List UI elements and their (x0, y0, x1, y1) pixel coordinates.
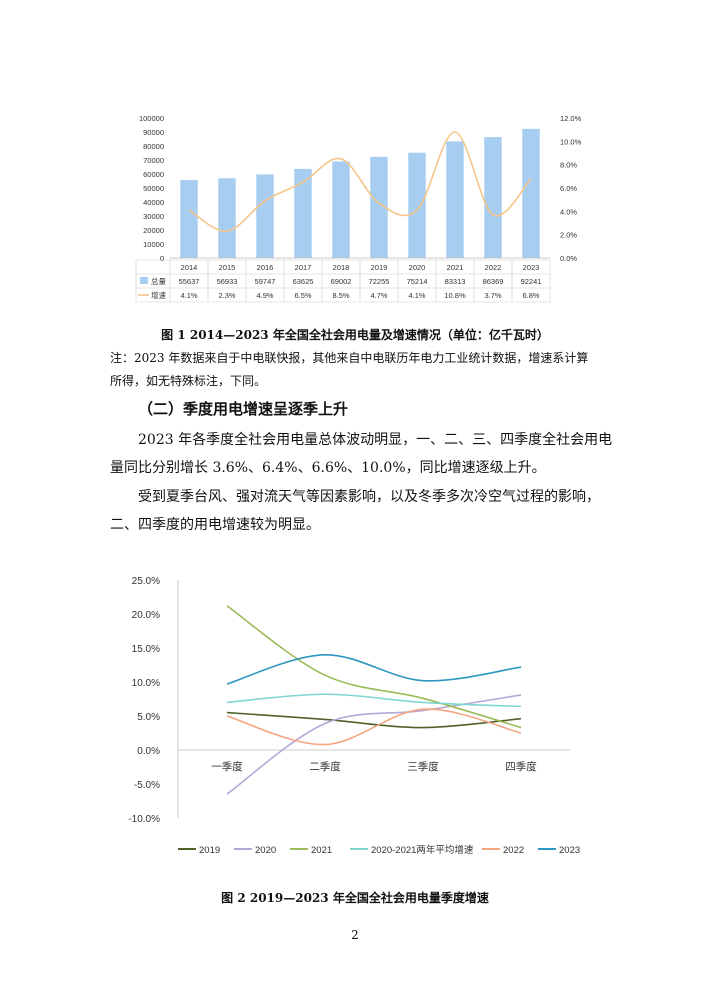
total-data-label: 75214 (407, 277, 428, 286)
series-line-2022 (226, 708, 522, 746)
left-axis-tick-label: 10000 (143, 240, 164, 249)
total-data-label: 72255 (369, 277, 390, 286)
category-label: 二季度 (309, 760, 341, 773)
category-label: 2016 (257, 263, 274, 272)
bar-2017 (294, 168, 312, 258)
section-heading: （二）季度用电增速呈逐季上升 (138, 400, 349, 418)
category-label: 2017 (295, 263, 312, 272)
left-axis-tick-label: 0 (160, 254, 164, 263)
legend-label: 2022 (503, 845, 524, 856)
series-line-2020-2021两年平均增速 (226, 693, 522, 708)
total-data-label: 63625 (293, 277, 314, 286)
left-axis-tick-label: 100000 (139, 114, 164, 123)
bar-2019 (370, 156, 388, 258)
y-axis-tick-label: -10.0% (128, 814, 160, 825)
series-line-2023 (226, 653, 522, 685)
legend-label: 2020 (255, 845, 276, 856)
growth-data-label: 6.8% (522, 291, 539, 300)
category-label: 一季度 (211, 760, 243, 773)
right-axis-tick-label: 10.0% (560, 137, 582, 146)
left-axis-tick-label: 60000 (143, 170, 164, 179)
series-line-2021 (226, 605, 522, 729)
growth-data-label: 3.7% (484, 291, 501, 300)
y-axis-tick-label: 10.0% (132, 678, 160, 689)
bar-2014 (180, 180, 198, 258)
total-data-label: 83313 (445, 277, 466, 286)
paragraph-2-line-2: 二、四季度的用电增速较为明显。 (110, 517, 320, 533)
category-label: 2014 (181, 263, 198, 272)
left-axis-tick-label: 80000 (143, 142, 164, 151)
y-axis-tick-label: 5.0% (137, 712, 160, 723)
paragraph-2-line-1: 受到夏季台风、强对流天气等因素影响，以及冬季多次冷空气过程的影响， (138, 489, 600, 505)
category-label: 2019 (371, 263, 388, 272)
right-axis-tick-label: 2.0% (560, 231, 577, 240)
series-line-2019 (226, 711, 522, 729)
growth-data-label: 10.8% (444, 291, 466, 300)
note-line-2: 所得，如无特殊标注，下同。 (110, 374, 267, 388)
category-label: 2015 (219, 263, 236, 272)
category-label: 2020 (409, 263, 426, 272)
bar-2020 (408, 152, 426, 258)
y-axis-tick-label: -5.0% (134, 780, 160, 791)
left-axis-tick-label: 90000 (143, 128, 164, 137)
total-data-label: 69002 (331, 277, 352, 286)
note-line-1: 注：2023 年数据来自于中电联快报，其他来自中电联历年电力工业统计数据，增速系… (110, 351, 589, 365)
series-line-2020 (226, 694, 522, 795)
growth-data-label: 4.9% (256, 291, 273, 300)
paragraph-1-line-2: 量同比分别增长 3.6%、6.4%、6.6%、10.0%，同比增速逐级上升。 (110, 460, 546, 476)
category-label: 2021 (447, 263, 464, 272)
y-axis-tick-label: 20.0% (132, 610, 160, 621)
bar-2023 (522, 128, 540, 258)
total-data-label: 59747 (255, 277, 276, 286)
right-axis-tick-label: 0.0% (560, 254, 577, 263)
left-axis-tick-label: 20000 (143, 226, 164, 235)
growth-data-label: 4.7% (370, 291, 387, 300)
figure-1-caption: 图 1 2014—2023 年全国全社会用电量及增速情况（单位：亿千瓦时） (161, 328, 549, 342)
right-axis-tick-label: 12.0% (560, 114, 582, 123)
legend-label: 总量 (151, 276, 166, 286)
growth-data-label: 2.3% (218, 291, 235, 300)
growth-data-label: 6.5% (294, 291, 311, 300)
left-axis-tick-label: 30000 (143, 212, 164, 221)
quarterly-growth-chart: 25.0% 20.0% 15.0% 10.0% 5.0% 0.0% -5.0% -10.0% 一… (128, 576, 580, 856)
y-axis-tick-label: 15.0% (132, 644, 160, 655)
total-data-label: 56933 (217, 277, 238, 286)
legend-label: 2019 (199, 845, 220, 856)
bar-2018 (332, 161, 350, 258)
right-axis-tick-label: 4.0% (560, 207, 577, 216)
y-axis-tick-label: 25.0% (132, 576, 160, 587)
total-data-label: 86369 (483, 277, 504, 286)
growth-data-label: 4.1% (180, 291, 197, 300)
category-label: 四季度 (505, 760, 537, 773)
legend-label: 2020-2021两年平均增速 (371, 844, 474, 856)
growth-data-label: 4.1% (408, 291, 425, 300)
right-axis-tick-label: 6.0% (560, 184, 577, 193)
category-label: 2023 (523, 263, 540, 272)
category-label: 三季度 (407, 760, 439, 773)
right-axis-tick-label: 8.0% (560, 161, 577, 170)
electricity-consumption-chart: 1000009000080000700006000050000400003000… (135, 114, 582, 303)
bar-2016 (256, 174, 274, 258)
bar-2015 (218, 178, 236, 258)
growth-data-label: 8.5% (332, 291, 349, 300)
left-axis-tick-label: 70000 (143, 156, 164, 165)
category-label: 2018 (333, 263, 350, 272)
figure-2-caption: 图 2 2019—2023 年全国全社会用电量季度增速 (221, 891, 489, 905)
bar-2021 (446, 141, 464, 258)
left-axis-tick-label: 40000 (143, 198, 164, 207)
growth-line (188, 131, 532, 232)
legend-key-bar (140, 277, 148, 284)
y-axis-tick-label: 0.0% (137, 746, 160, 757)
legend-label: 2021 (311, 845, 332, 856)
total-data-label: 92241 (521, 277, 542, 286)
bar-2022 (484, 137, 502, 258)
page-number: 2 (351, 928, 359, 942)
left-axis-tick-label: 50000 (143, 184, 164, 193)
legend-label: 增速 (151, 290, 166, 300)
category-label: 2022 (485, 263, 502, 272)
legend-label: 2023 (559, 845, 580, 856)
paragraph-1-line-1: 2023 年各季度全社会用电量总体波动明显，一、二、三、四季度全社会用电 (138, 432, 613, 448)
total-data-label: 55637 (179, 277, 200, 286)
